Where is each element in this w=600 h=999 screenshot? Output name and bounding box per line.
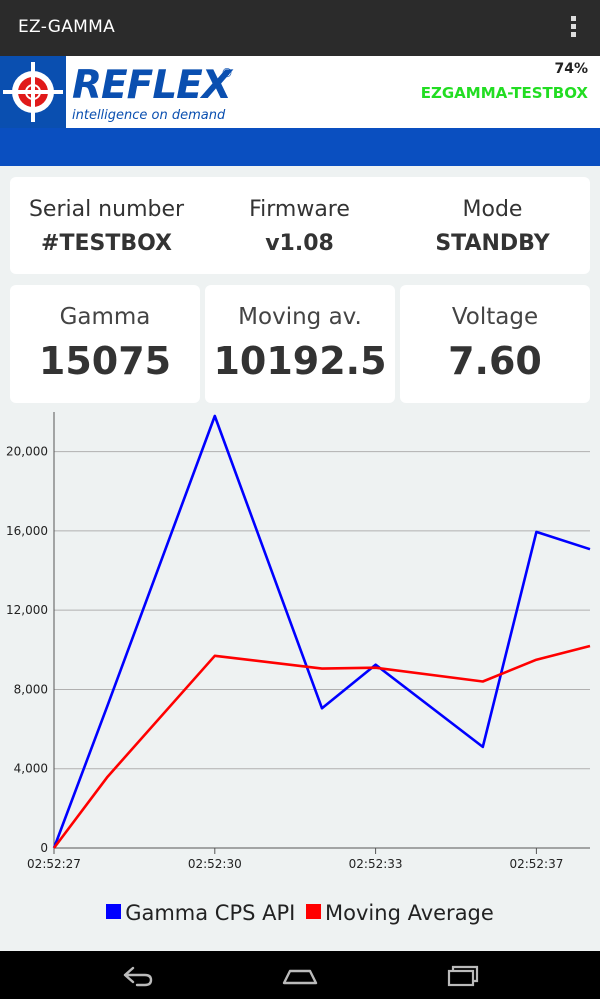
legend-item-moving-average: Moving Average — [306, 901, 494, 925]
chart-svg: 0 4,000 8,000 12,000 16,000 20,000 02:52:27 02:… — [6, 412, 591, 871]
firmware-label: Firmware — [249, 197, 350, 222]
title-bar: EZ-GAMMA — [0, 0, 600, 56]
registered-mark: ® — [221, 66, 233, 80]
gamma-label: Gamma — [59, 304, 151, 330]
gamma-card: Gamma 15075 — [10, 285, 200, 403]
brand-header: REFLEX ® intelligence on demand 74% EZGA… — [0, 56, 600, 128]
blue-band — [0, 128, 600, 166]
system-nav-bar — [0, 951, 600, 999]
logo-wordmark: REFLEX — [72, 63, 232, 108]
gamma-value: 15075 — [38, 339, 172, 383]
back-icon[interactable] — [117, 959, 157, 991]
battery-level: 74% — [554, 61, 588, 77]
main-content: Serial number #TESTBOX Firmware v1.08 Mo… — [0, 166, 600, 951]
recent-apps-icon[interactable] — [443, 959, 483, 991]
gamma-cps-line — [52, 414, 591, 849]
gamma-chart: 0 4,000 8,000 12,000 16,000 20,000 02:52:27 02:… — [0, 404, 600, 904]
y-tick-label: 16,000 — [6, 524, 48, 538]
firmware-value: v1.08 — [265, 231, 334, 256]
moving-average-line — [52, 644, 591, 849]
reflex-logo-icon — [0, 56, 66, 128]
home-icon[interactable] — [280, 959, 320, 991]
serial-label: Serial number — [28, 197, 185, 222]
overflow-menu-icon[interactable] — [568, 16, 578, 40]
x-tick-label: 02:52:33 — [349, 857, 403, 871]
moving-average-value: 10192.5 — [213, 339, 387, 383]
device-info-card: Serial number #TESTBOX Firmware v1.08 Mo… — [10, 177, 590, 274]
voltage-label: Voltage — [451, 304, 539, 330]
y-tick-label: 8,000 — [14, 682, 48, 696]
legend-swatch-gamma — [106, 904, 122, 919]
mode-label: Mode — [462, 197, 523, 222]
voltage-value: 7.60 — [448, 339, 542, 383]
y-tick-label: 12,000 — [6, 603, 48, 617]
legend-label-gamma: Gamma CPS API — [125, 901, 296, 925]
app-title: EZ-GAMMA — [18, 17, 116, 37]
x-tick-label: 02:52:27 — [27, 857, 81, 871]
legend-item-gamma: Gamma CPS API — [106, 901, 295, 925]
y-tick-label: 4,000 — [14, 762, 48, 776]
serial-value: #TESTBOX — [41, 231, 172, 256]
mode-value: STANDBY — [435, 231, 550, 256]
device-name: EZGAMMA-TESTBOX — [420, 84, 588, 102]
moving-average-card: Moving av. 10192.5 — [205, 285, 395, 403]
legend-label-moving-average: Moving Average — [325, 901, 494, 925]
legend-swatch-moving-average — [306, 904, 322, 919]
logo-tagline: intelligence on demand — [72, 108, 226, 123]
moving-average-label: Moving av. — [238, 304, 362, 330]
x-tick-label: 02:52:30 — [188, 857, 242, 871]
voltage-card: Voltage 7.60 — [400, 285, 590, 403]
chart-legend: Gamma CPS API Moving Average — [0, 901, 600, 925]
x-tick-label: 02:52:37 — [509, 857, 563, 871]
y-tick-label: 0 — [40, 841, 48, 855]
y-tick-label: 20,000 — [6, 445, 48, 459]
